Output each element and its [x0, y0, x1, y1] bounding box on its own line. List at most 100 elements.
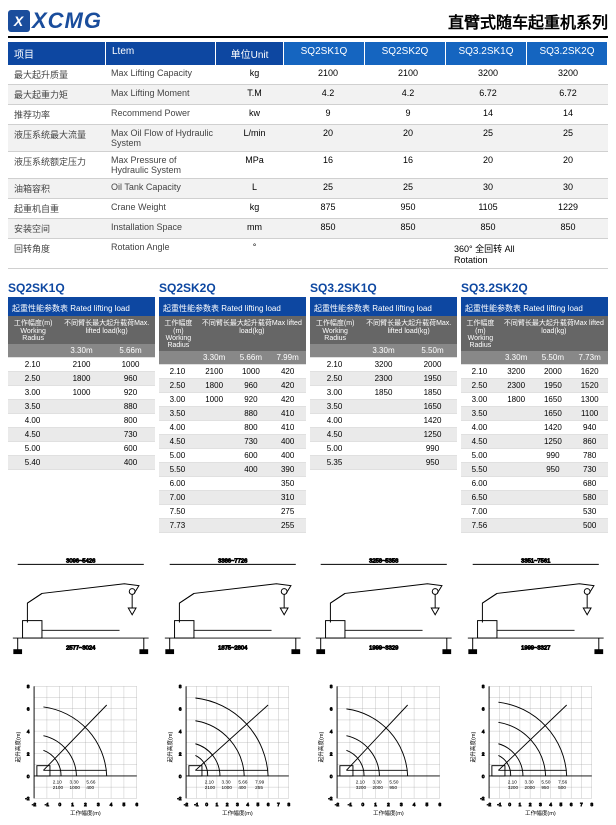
svg-text:-2: -2	[480, 796, 485, 801]
svg-text:-2: -2	[328, 796, 333, 801]
table-row: 4.501250	[310, 428, 457, 442]
table-row: 6.50580	[461, 491, 608, 505]
svg-text:1: 1	[71, 802, 74, 807]
spec-row: 液压系统额定压力Max Pressure of Hydraulic System…	[8, 152, 608, 179]
table-row: 2.1032002000	[310, 358, 457, 372]
svg-text:3.30: 3.30	[70, 779, 79, 784]
svg-text:2: 2	[225, 802, 228, 807]
svg-text:4: 4	[413, 802, 416, 807]
table-row: 5.00990780	[461, 449, 608, 463]
spec-row: 油箱容积Oil Tank CapacityL25253030	[8, 179, 608, 199]
table-row: 2.50230019501520	[461, 379, 608, 393]
spec-col-model: SQ3.2SK1Q	[446, 42, 527, 65]
svg-text:6: 6	[330, 707, 333, 712]
svg-text:8: 8	[287, 802, 290, 807]
table-head: 工作幅度(m)Working Radius 不同臂长最大起升载荷Max lift…	[461, 316, 608, 351]
svg-text:4: 4	[481, 729, 484, 734]
svg-text:5.50: 5.50	[389, 779, 398, 784]
table-row: 6.00350	[159, 477, 306, 491]
lifting-chart: -202468-2-10123456782.103.305.667.992100…	[160, 677, 306, 817]
svg-text:-1: -1	[194, 802, 199, 807]
svg-text:3: 3	[400, 802, 403, 807]
svg-text:3200: 3200	[507, 785, 518, 790]
svg-text:2: 2	[481, 751, 484, 756]
table-title: SQ2SK1Q	[8, 279, 155, 301]
svg-text:4: 4	[110, 802, 113, 807]
crane-drawing: 3386~7726 1875~2804	[160, 553, 306, 663]
dimension-drawings: 3096~5426 2577~3024 3386~7726	[8, 553, 608, 663]
table-row: 3.501650	[310, 400, 457, 414]
svg-text:5: 5	[123, 802, 126, 807]
svg-text:3: 3	[97, 802, 100, 807]
spec-row: 液压系统最大流量Max Oil Flow of Hydraulic System…	[8, 125, 608, 152]
svg-text:3: 3	[236, 802, 239, 807]
table-cols: 3.30m5.66m	[8, 344, 155, 358]
svg-text:2: 2	[84, 802, 87, 807]
crane-drawing: 3258~5358 1999~3329	[311, 553, 457, 663]
table-row: 4.00800	[8, 414, 155, 428]
logo-mark-icon: X	[8, 10, 30, 32]
svg-text:1000: 1000	[70, 785, 81, 790]
table-row: 7.73255	[159, 519, 306, 533]
svg-text:3351~7561: 3351~7561	[521, 558, 550, 564]
table-subtitle: 起重性能参数表 Rated lifting load	[8, 301, 155, 316]
table-row: 3.5016501100	[461, 407, 608, 421]
svg-text:7: 7	[277, 802, 280, 807]
table-row: 7.56500	[461, 519, 608, 533]
table-row: 7.50275	[159, 505, 306, 519]
table-row: 2.1021001000	[8, 358, 155, 372]
rated-load-table: SQ2SK1Q 起重性能参数表 Rated lifting load 工作幅度(…	[8, 279, 155, 533]
svg-text:-2: -2	[184, 802, 189, 807]
svg-text:3: 3	[539, 802, 542, 807]
svg-text:工作幅度(m): 工作幅度(m)	[373, 809, 404, 817]
svg-text:4: 4	[178, 729, 181, 734]
table-row: 6.00680	[461, 477, 608, 491]
table-subtitle: 起重性能参数表 Rated lifting load	[159, 301, 306, 316]
svg-text:400: 400	[86, 785, 94, 790]
table-head: 工作幅度(m)Working Radius 不同臂长最大起升载荷Max lift…	[159, 316, 306, 351]
svg-text:0: 0	[508, 802, 511, 807]
logo-text: XCMG	[32, 8, 102, 34]
table-subtitle: 起重性能参数表 Rated lifting load	[461, 301, 608, 316]
svg-text:3096~5426: 3096~5426	[66, 558, 95, 564]
svg-text:-2: -2	[32, 802, 37, 807]
svg-text:3258~5358: 3258~5358	[369, 558, 398, 564]
svg-text:8: 8	[330, 684, 333, 689]
table-row: 5.40400	[8, 456, 155, 470]
spec-row: 最大起升质量Max Lifting Capacitykg210021003200…	[8, 65, 608, 85]
svg-text:1: 1	[215, 802, 218, 807]
spec-col-item-en: Ltem	[106, 42, 216, 65]
table-row: 7.00310	[159, 491, 306, 505]
svg-text:-1: -1	[348, 802, 353, 807]
svg-text:5: 5	[426, 802, 429, 807]
spec-table-header: 项目 Ltem 单位Unit SQ2SK1Q SQ2SK2Q SQ3.2SK1Q…	[8, 42, 608, 65]
svg-text:2100: 2100	[53, 785, 64, 790]
table-row: 3.001000920420	[159, 393, 306, 407]
svg-text:起升高度(m): 起升高度(m)	[166, 731, 174, 762]
svg-text:起升高度(m): 起升高度(m)	[469, 731, 477, 762]
svg-text:2: 2	[387, 802, 390, 807]
svg-text:6: 6	[27, 707, 30, 712]
table-row: 3.50880410	[159, 407, 306, 421]
table-row: 5.00600	[8, 442, 155, 456]
crane-drawing: 3351~7561 1999~3327	[463, 553, 609, 663]
svg-text:-1: -1	[497, 802, 502, 807]
svg-text:3386~7726: 3386~7726	[218, 558, 247, 564]
svg-text:500: 500	[558, 785, 566, 790]
crane-drawing: 3096~5426 2577~3024	[8, 553, 154, 663]
svg-text:3200: 3200	[356, 785, 367, 790]
svg-text:工作幅度(m): 工作幅度(m)	[70, 809, 101, 817]
table-row: 3.00180016501300	[461, 393, 608, 407]
svg-text:7: 7	[580, 802, 583, 807]
svg-text:8: 8	[27, 684, 30, 689]
svg-text:2.10: 2.10	[356, 779, 365, 784]
svg-text:5.50: 5.50	[541, 779, 550, 784]
spec-col-item-cn: 项目	[8, 42, 106, 65]
svg-text:6: 6	[135, 802, 138, 807]
svg-text:2: 2	[330, 751, 333, 756]
spec-col-model: SQ3.2SK2Q	[527, 42, 608, 65]
table-head: 工作幅度(m)Working Radius 不同臂长最大起升载荷Max. lif…	[8, 316, 155, 344]
svg-text:2.10: 2.10	[204, 779, 213, 784]
svg-text:0: 0	[205, 802, 208, 807]
svg-text:7.56: 7.56	[558, 779, 567, 784]
